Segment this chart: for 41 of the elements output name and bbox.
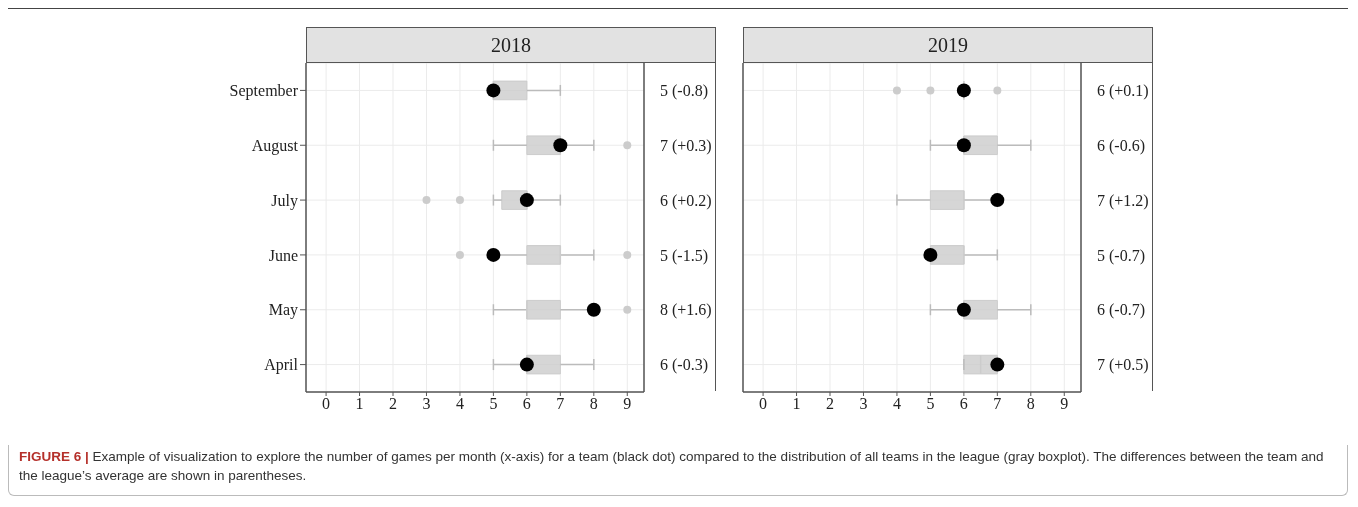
y-tick-label: May [268,301,298,320]
x-tick-label: 0 [322,395,331,413]
chart-title: 2018 [306,27,716,63]
caption: FIGURE 6 | Example of visualization to explore the number of games per month (x-axis) for a team (black dot) compared to the distribution of all teams in the league (gray boxplot). The differences between the team and the league’s average are shown in parentheses. [19,449,1324,483]
data-label: 5 (-0.7) [1097,246,1145,265]
x-tick-label: 1 [792,395,801,413]
x-tick-label: 8 [1026,395,1035,413]
x-tick-label: 7 [556,395,565,413]
x-tick-label: 3 [422,395,431,413]
x-tick-label: 5 [926,395,935,413]
data-label: 5 (-1.5) [660,246,708,265]
x-tick-label: 9 [1060,395,1069,413]
y-tick-label: July [271,191,298,210]
data-label: 6 (-0.6) [1097,136,1145,155]
x-tick-label: 6 [959,395,968,413]
y-tick-label: August [251,136,299,155]
y-tick-label: June [268,246,298,264]
x-tick-label: 4 [892,395,901,413]
x-tick-label: 0 [759,395,768,413]
data-label: 5 (-0.8) [660,82,708,101]
x-tick-label: 2 [826,395,835,413]
data-label: 7 (+0.5) [1097,356,1149,375]
data-label: 6 (-0.3) [660,356,708,375]
y-tick-label: April [264,356,299,375]
data-label: 8 (+1.6) [660,301,712,320]
x-tick-label: 3 [859,395,868,413]
x-tick-label: 4 [455,395,464,413]
chart-title: 2019 [743,27,1153,63]
data-label: 6 (+0.2) [660,191,712,210]
x-tick-label: 6 [522,395,531,413]
x-tick-label: 7 [993,395,1002,413]
data-label: 7 (+1.2) [1097,191,1149,210]
data-label: 6 (+0.1) [1097,82,1149,101]
x-tick-label: 5 [489,395,498,413]
data-label: 7 (+0.3) [660,136,712,155]
x-tick-label: 1 [355,395,364,413]
x-tick-label: 9 [623,395,632,413]
x-tick-label: 8 [589,395,598,413]
x-tick-label: 2 [389,395,398,413]
y-tick-label: September [229,82,299,101]
data-label: 6 (-0.7) [1097,301,1145,320]
